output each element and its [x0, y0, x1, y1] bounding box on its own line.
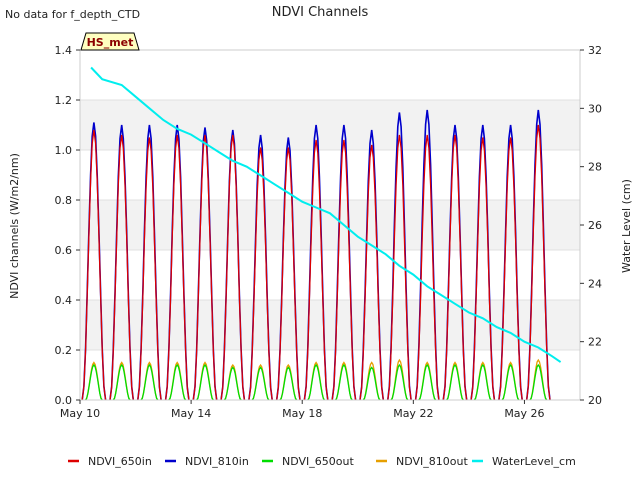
shaded-bands — [80, 100, 580, 350]
hs-met-badge: HS_met — [80, 32, 140, 51]
xtick-label-0: May 10 — [60, 407, 100, 420]
ytick-left-label-4: 0.8 — [55, 194, 73, 207]
ytick-left-label-2: 0.4 — [55, 294, 73, 307]
ytick-right-label-4: 28 — [588, 161, 602, 174]
series-WaterLevel_cm — [90, 66, 562, 363]
chart-title: NDVI Channels — [272, 5, 369, 20]
axes: 0.0 0.2 0.4 0.6 0.8 1.0 1.2 1.4 20 22 24 26 28 30 32 Ma… — [55, 44, 603, 420]
xtick-label-2: May 18 — [282, 407, 322, 420]
shaded-band-2 — [80, 100, 580, 150]
ytick-right-label-1: 22 — [588, 336, 602, 349]
series-NDVI_810in — [81, 109, 551, 401]
ytick-left-label-0: 0.0 — [55, 394, 73, 407]
legend-label-NDVI_810in: NDVI_810in — [185, 455, 249, 468]
series-NDVI_650out — [85, 363, 548, 401]
ytick-left-label-5: 1.0 — [55, 144, 73, 157]
xtick-label-3: May 22 — [393, 407, 433, 420]
badge-label: HS_met — [87, 36, 134, 49]
ytick-left-label-6: 1.2 — [55, 94, 73, 107]
ytick-right-label-2: 24 — [588, 277, 602, 290]
xtick-label-1: May 14 — [171, 407, 211, 420]
badge-shape — [80, 32, 140, 51]
y-axis-left-label: NDVI channels (W/m2/nm) — [8, 153, 21, 299]
legend-label-WaterLevel_cm: WaterLevel_cm — [492, 455, 576, 468]
legend-label-NDVI_810out: NDVI_810out — [396, 455, 468, 468]
series-NDVI_810out — [85, 358, 548, 401]
ytick-left-label-3: 0.6 — [55, 244, 73, 257]
no-data-note: No data for f_depth_CTD — [5, 8, 140, 21]
ytick-right-label-0: 20 — [588, 394, 602, 407]
series-layer — [81, 66, 562, 401]
ytick-left-label-7: 1.4 — [55, 44, 73, 57]
legend-label-NDVI_650out: NDVI_650out — [282, 455, 354, 468]
ytick-left-label-1: 0.2 — [55, 344, 73, 357]
ytick-right-label-5: 30 — [588, 102, 602, 115]
ytick-right-label-6: 32 — [588, 44, 602, 57]
shaded-band-0 — [80, 300, 580, 350]
xtick-label-4: May 26 — [504, 407, 544, 420]
y-axis-right-label: Water Level (cm) — [620, 179, 633, 273]
series-NDVI_650in — [81, 124, 551, 401]
legend: NDVI_650in NDVI_810in NDVI_650out NDVI_810o… — [68, 455, 576, 468]
ytick-right-label-3: 26 — [588, 219, 602, 232]
legend-label-NDVI_650in: NDVI_650in — [88, 455, 152, 468]
shaded-band-1 — [80, 200, 580, 250]
